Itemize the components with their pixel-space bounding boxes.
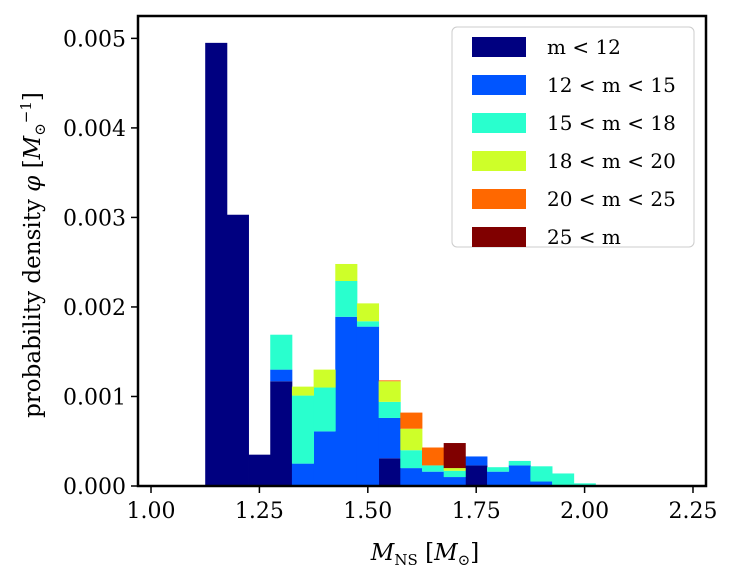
y-tick-label: 0.003 [63, 206, 126, 231]
legend-swatch [472, 37, 526, 57]
bar-series5-bin11 [443, 443, 466, 469]
y-tick-label: 0.004 [63, 117, 126, 142]
bar-series4-bin10 [422, 447, 445, 466]
bar-series1-bin14 [508, 465, 531, 486]
bar-series1-bin13 [487, 471, 510, 486]
legend-label: 20 < m < 25 [547, 187, 676, 211]
bar-series3-bin5 [313, 369, 336, 388]
bar-series2-bin11 [443, 470, 466, 478]
legend-swatch [472, 151, 526, 171]
bar-series2-bin6 [335, 280, 358, 317]
legend: m < 12 12 < m < 15 15 < m < 18 18 < m < 20 2… [451, 26, 695, 249]
x-axis-label: MNS [M⊙] [370, 540, 479, 569]
bar-series3-bin4 [291, 386, 315, 396]
bar-series0-bin2 [248, 454, 271, 486]
legend-label: m < 12 [547, 35, 621, 59]
bar-series1-bin15 [530, 481, 553, 486]
bar-series1-bin9 [400, 468, 423, 486]
x-tick-label: 1.50 [343, 499, 392, 524]
bar-series2-bin3 [270, 334, 293, 370]
legend-swatch [472, 113, 526, 133]
legend-label: 18 < m < 20 [547, 149, 676, 173]
ticks-layer: 1.00 1.25 1.50 1.75 2.00 2.25 0.000 0.001 0.002 0… [63, 27, 717, 524]
legend-label: 25 < m [547, 225, 621, 249]
bar-series4-bin9 [400, 412, 423, 429]
bar-series2-bin16 [552, 473, 575, 486]
bar-series1-bin5 [313, 431, 336, 486]
bar-series1-bin10 [422, 471, 445, 486]
bar-series4-bin8 [378, 380, 401, 382]
bar-series3-bin8 [378, 381, 401, 402]
legend-swatch [472, 227, 526, 247]
bar-series1-bin12 [465, 456, 488, 466]
bar-series1-bin4 [291, 463, 315, 486]
bar-series1-bin8 [378, 417, 401, 459]
bar-series2-bin14 [508, 460, 531, 466]
bar-series1-bin7 [356, 326, 380, 486]
bar-series2-bin9 [400, 450, 423, 469]
bar-series2-bin13 [487, 467, 510, 472]
legend-label: 15 < m < 18 [547, 111, 676, 135]
bars-layer [205, 42, 596, 486]
bar-series3-bin11 [443, 468, 466, 471]
bar-series2-bin4 [291, 395, 315, 464]
x-tick-label: 2.00 [560, 499, 609, 524]
bar-series3-bin6 [335, 263, 358, 281]
bar-series1-bin11 [443, 477, 466, 486]
y-tick-label: 0.000 [63, 475, 126, 500]
bar-series0-bin3 [270, 381, 293, 486]
legend-box [451, 26, 695, 248]
x-tick-label: 2.25 [669, 499, 718, 524]
bar-series0-bin0 [205, 42, 228, 486]
y-tick-label: 0.002 [63, 296, 126, 321]
bar-series1-bin6 [335, 316, 358, 486]
bar-series2-bin17 [573, 483, 596, 486]
bar-series3-bin7 [356, 303, 380, 322]
y-tick-label: 0.005 [63, 27, 126, 52]
bar-series0-bin8 [378, 458, 401, 486]
legend-label: 12 < m < 15 [547, 73, 676, 97]
bar-series2-bin10 [422, 465, 445, 472]
plot-frame [136, 14, 708, 488]
bar-series2-bin15 [530, 466, 553, 482]
y-axis-label: probability density φ [M⊙−1] [17, 92, 49, 418]
legend-swatch [472, 189, 526, 209]
bar-series0-bin12 [465, 465, 488, 486]
bar-series2-bin5 [313, 387, 336, 432]
x-tick-label: 1.25 [235, 499, 284, 524]
bar-series0-bin1 [226, 214, 249, 486]
bar-series1-bin3 [270, 369, 293, 382]
legend-swatch [472, 75, 526, 95]
bar-series3-bin9 [400, 428, 423, 451]
y-tick-label: 0.001 [63, 385, 126, 410]
x-tick-label: 1.75 [452, 499, 501, 524]
x-tick-label: 1.00 [127, 499, 176, 524]
bar-series2-bin8 [378, 401, 401, 418]
bar-series2-bin7 [356, 321, 380, 327]
